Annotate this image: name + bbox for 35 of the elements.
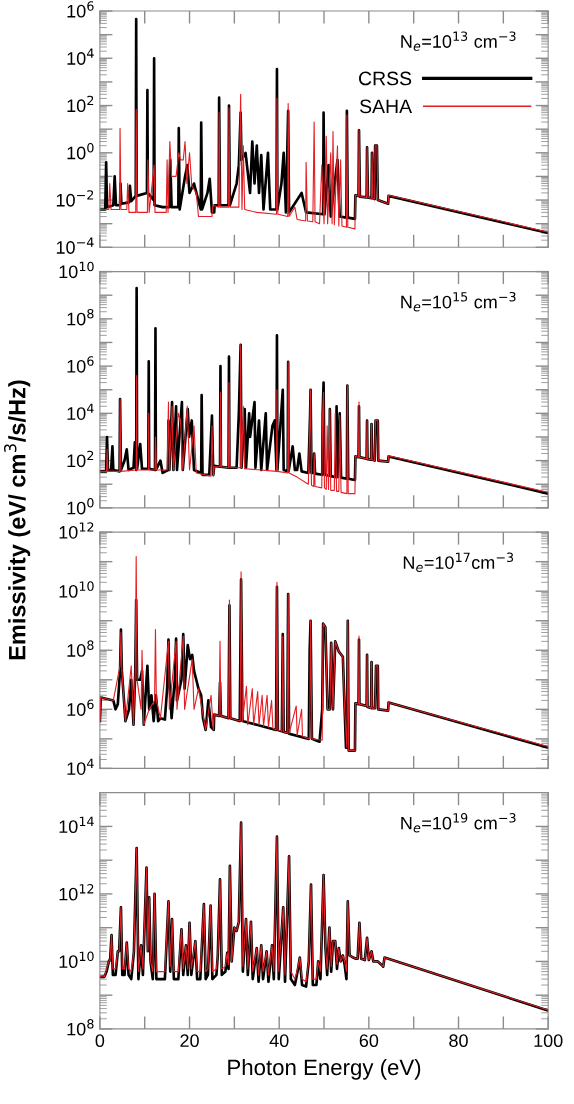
y-tick-label: 10$^{8}$ [67, 1019, 94, 1036]
y-tick-label: 10$^{6}$ [67, 356, 94, 373]
y-tick-label: 10$^{2}$ [67, 95, 94, 113]
y-tick-label: 10$^{4}$ [67, 48, 94, 65]
x-tick-label: 100 [534, 1034, 563, 1048]
x-tick-label: 60 [359, 1034, 379, 1048]
annotation: N$_{e}$=10$^{19}$ cm$^{−3}$ [401, 813, 516, 833]
y-tick-label: 10$^{6}$ [67, 1, 94, 18]
x-tick-label: 80 [449, 1034, 468, 1048]
x-tick-label: 20 [180, 1034, 199, 1048]
y-tick-label: 10$^{12}$ [59, 884, 94, 901]
y-axis-title: Emissivity (eV/ cm$^{3}$/s/Hz) [4, 380, 31, 660]
y-tick-label: 10$^{0}$ [67, 497, 94, 515]
y-tick-label: 10$^{4}$ [67, 758, 94, 775]
y-tick-label: 10$^{12}$ [59, 522, 94, 539]
x-tick-label: 40 [269, 1034, 289, 1048]
x-axis-title: Photon Energy (eV) [228, 1058, 421, 1080]
series-label: SAHA [359, 99, 413, 114]
series-label: CRSS [359, 71, 412, 86]
y-tick-label: 10$^{10}$ [59, 581, 94, 598]
annotation: N$_{e}$=10$^{15}$ cm$^{−3}$ [401, 291, 516, 312]
y-tick-label: 10$^{8}$ [67, 308, 94, 326]
y-tick-label: 10$^{14}$ [59, 816, 94, 834]
y-tick-label: 10$^{10}$ [59, 951, 94, 969]
annotation: N$_{e}$=10$^{13}$ cm$^{−3}$ [401, 31, 516, 51]
annotation: N$_{e}$=10$^{17}$cm$^{−3}$ [403, 552, 514, 572]
y-tick-label: 10$^{10}$ [59, 261, 94, 279]
y-tick-label: 10$^{2}$ [67, 450, 94, 468]
y-tick-label: 10$^{0}$ [67, 142, 94, 160]
y-tick-label: 10$^{4}$ [67, 403, 94, 420]
y-tick-label: 10$^{6}$ [67, 699, 94, 716]
y-tick-label: 10$^{−2}$ [56, 190, 94, 207]
y-tick-label: 10$^{8}$ [67, 640, 94, 657]
x-tick-label: 0 [95, 1034, 105, 1048]
y-tick-label: 10$^{−4}$ [56, 237, 94, 254]
